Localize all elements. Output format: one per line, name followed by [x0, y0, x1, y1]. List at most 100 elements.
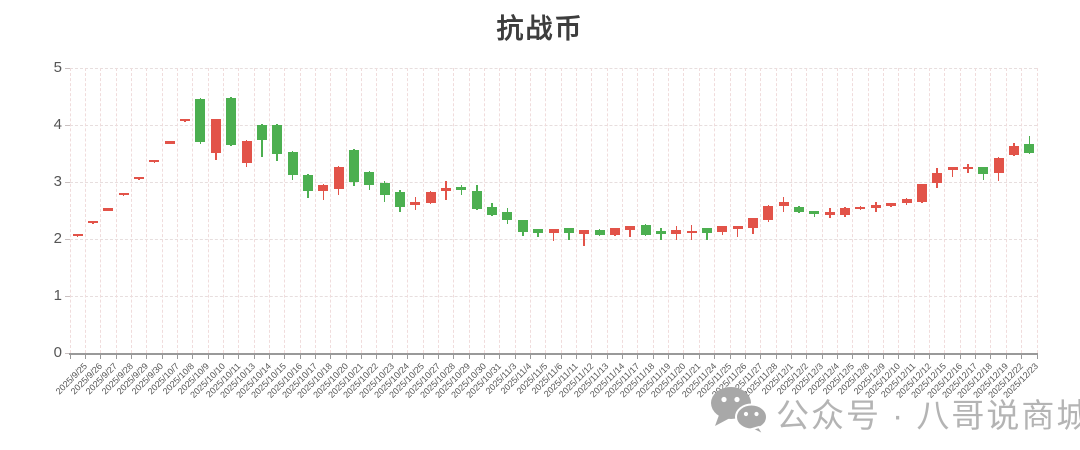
candle-body[interactable] — [732, 226, 743, 229]
candle-body[interactable] — [701, 228, 712, 234]
x-tick — [622, 355, 624, 359]
candle-wick[interactable] — [568, 227, 570, 241]
x-tick — [468, 355, 470, 359]
x-tick — [345, 355, 347, 359]
candle-body[interactable] — [855, 206, 866, 210]
candle-body[interactable] — [241, 140, 252, 164]
candle-body[interactable] — [72, 233, 83, 237]
candle-body[interactable] — [978, 167, 989, 174]
candle-body[interactable] — [548, 229, 559, 233]
y-axis-label: 1 — [53, 287, 62, 304]
candle-body[interactable] — [794, 206, 805, 212]
candle-body[interactable] — [533, 229, 544, 234]
x-tick — [821, 355, 823, 359]
y-gridline — [70, 67, 1037, 69]
candle-body[interactable] — [840, 208, 851, 216]
candle-wick[interactable] — [736, 225, 739, 237]
x-tick — [1005, 355, 1007, 359]
candle-body[interactable] — [824, 211, 835, 216]
candle-body[interactable] — [210, 119, 221, 154]
x-gridline — [361, 68, 363, 353]
candle-wick[interactable] — [92, 222, 94, 224]
x-gridline — [652, 68, 654, 353]
candle-body[interactable] — [395, 191, 405, 208]
x-tick — [1036, 355, 1038, 359]
candle-body[interactable] — [302, 175, 313, 192]
candle-body[interactable] — [410, 201, 421, 206]
candle-wick[interactable] — [629, 225, 631, 237]
candle-body[interactable] — [180, 118, 191, 121]
candle-body[interactable] — [640, 224, 651, 235]
candle-body[interactable] — [625, 226, 636, 230]
candle-body[interactable] — [579, 230, 590, 234]
candle-wick[interactable] — [184, 120, 186, 122]
candle-body[interactable] — [947, 167, 958, 171]
candle-body[interactable] — [502, 211, 513, 221]
candle-body[interactable] — [441, 188, 452, 191]
candle-wick[interactable] — [138, 178, 140, 180]
candle-body[interactable] — [226, 97, 237, 145]
candle-wick[interactable] — [322, 183, 324, 200]
candle-body[interactable] — [272, 125, 283, 154]
candle-body[interactable] — [901, 198, 912, 204]
candle-body[interactable] — [456, 186, 467, 190]
candle-body[interactable] — [563, 228, 574, 234]
candle-body[interactable] — [364, 172, 375, 185]
candle-wick[interactable] — [169, 143, 171, 145]
candle-body[interactable] — [333, 166, 344, 190]
candle-body[interactable] — [118, 192, 129, 196]
candle-body[interactable] — [287, 152, 298, 176]
candle-body[interactable] — [748, 218, 759, 229]
candle-body[interactable] — [348, 150, 359, 182]
y-tick — [65, 125, 70, 126]
candle-body[interactable] — [763, 205, 774, 221]
candle-body[interactable] — [609, 228, 620, 235]
candle-body[interactable] — [149, 159, 160, 163]
candle-body[interactable] — [425, 192, 436, 204]
x-gridline — [883, 68, 884, 353]
candle-body[interactable] — [962, 166, 973, 170]
candle-body[interactable] — [195, 99, 206, 143]
x-tick — [238, 355, 240, 359]
candle-body[interactable] — [517, 220, 528, 232]
candle-body[interactable] — [993, 158, 1004, 174]
candle-body[interactable] — [655, 231, 666, 234]
candle-body[interactable] — [932, 173, 943, 184]
candle-body[interactable] — [870, 204, 881, 209]
candle-body[interactable] — [778, 201, 789, 207]
candle-body[interactable] — [164, 141, 175, 144]
candle-body[interactable] — [379, 182, 390, 195]
x-tick — [483, 355, 485, 359]
x-gridline — [790, 68, 792, 353]
candle-body[interactable] — [103, 208, 114, 211]
x-gridline — [1005, 68, 1007, 353]
x-tick — [576, 355, 578, 359]
candle-wick[interactable] — [951, 166, 954, 177]
candle-body[interactable] — [256, 125, 267, 141]
candle-body[interactable] — [1008, 146, 1019, 156]
candle-body[interactable] — [134, 176, 145, 180]
candle-body[interactable] — [88, 220, 99, 224]
candle-body[interactable] — [1024, 143, 1035, 154]
candle-wick[interactable] — [76, 235, 79, 237]
candle-body[interactable] — [717, 226, 728, 232]
candle-wick[interactable] — [706, 227, 708, 241]
x-gridline — [929, 68, 931, 353]
candle-body[interactable] — [318, 184, 329, 192]
y-gridline — [70, 295, 1037, 297]
candle-wick[interactable] — [261, 123, 263, 157]
candle-body[interactable] — [809, 211, 820, 214]
candle-body[interactable] — [594, 229, 605, 235]
candle-wick[interactable] — [460, 185, 463, 196]
candle-wick[interactable] — [552, 228, 555, 241]
candle-body[interactable] — [916, 184, 927, 202]
x-tick — [453, 355, 455, 359]
candle-body[interactable] — [686, 230, 697, 234]
candle-wick[interactable] — [583, 229, 585, 246]
candle-body[interactable] — [471, 191, 482, 210]
candle-wick[interactable] — [813, 211, 816, 217]
candle-body[interactable] — [671, 230, 682, 234]
candle-body[interactable] — [487, 206, 498, 216]
candle-body[interactable] — [886, 203, 897, 206]
